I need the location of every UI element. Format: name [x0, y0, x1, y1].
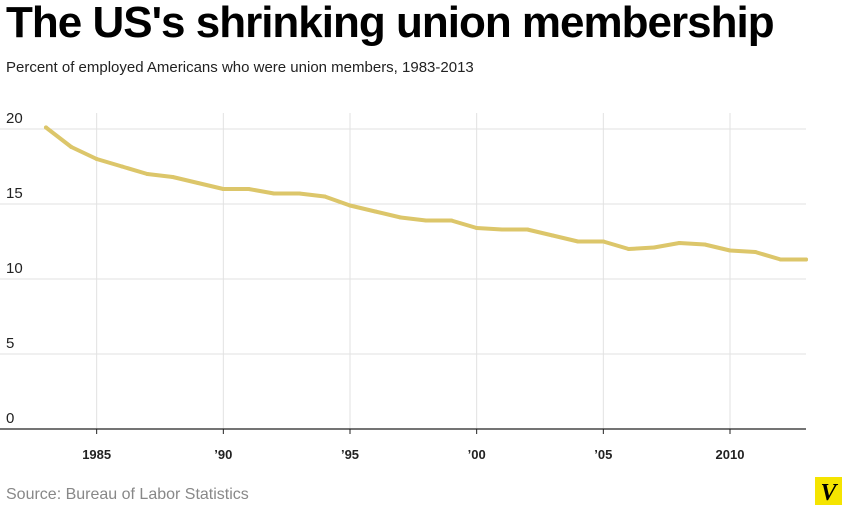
data-point	[500, 227, 504, 232]
data-point	[449, 218, 454, 223]
data-point	[525, 227, 530, 232]
data-point	[626, 247, 631, 251]
data-point	[702, 242, 707, 247]
axes	[0, 428, 806, 434]
x-tick-label: ’00	[468, 447, 486, 462]
data-point	[44, 125, 48, 130]
chart-subtitle: Percent of employed Americans who were u…	[6, 59, 474, 76]
data-point	[601, 239, 606, 244]
tick-labels: 0 5 10 15 20 1985 ’90 ’95 ’00 ’05 2010	[6, 110, 744, 462]
source-note: Source: Bureau of Labor Statistics	[6, 486, 249, 503]
series-line-0	[44, 125, 808, 262]
y-tick-label: 20	[6, 110, 23, 127]
data-point	[778, 257, 783, 262]
data-point	[550, 233, 555, 238]
data-point	[728, 248, 732, 253]
y-tick-label: 0	[6, 410, 14, 427]
data-point	[576, 239, 580, 244]
vox-logo-letter: V	[820, 480, 838, 505]
data-point	[474, 226, 479, 230]
data-point	[297, 191, 302, 196]
x-tick-label: 2010	[716, 447, 745, 462]
x-tick-label: ’95	[341, 447, 359, 462]
x-tick-label: 1985	[82, 447, 111, 462]
vox-logo: V	[815, 477, 842, 505]
data-point	[753, 250, 758, 254]
data-point	[196, 181, 200, 185]
data-point	[373, 209, 378, 214]
data-point	[424, 218, 428, 223]
x-tick-label: ’05	[594, 447, 612, 462]
data-point	[246, 187, 251, 191]
data-point	[94, 157, 99, 161]
chart-title: The US's shrinking union membership	[6, 0, 775, 47]
data-point	[69, 145, 74, 149]
series	[44, 125, 808, 262]
data-point	[272, 191, 276, 196]
x-tick-label: ’90	[214, 447, 232, 462]
data-point	[322, 194, 327, 199]
y-tick-label: 5	[6, 335, 14, 352]
data-point	[677, 241, 682, 245]
grid	[0, 113, 806, 429]
line-chart: 0 5 10 15 20 1985 ’90 ’95 ’00 ’05 2010	[0, 110, 808, 462]
data-point	[348, 203, 352, 208]
data-point	[398, 215, 403, 220]
y-tick-label: 10	[6, 260, 23, 277]
data-point	[221, 187, 226, 191]
data-point	[170, 175, 175, 179]
data-point	[145, 172, 150, 176]
data-point	[652, 245, 656, 250]
data-point	[804, 257, 808, 262]
y-tick-label: 15	[6, 185, 23, 202]
data-point	[120, 164, 124, 169]
